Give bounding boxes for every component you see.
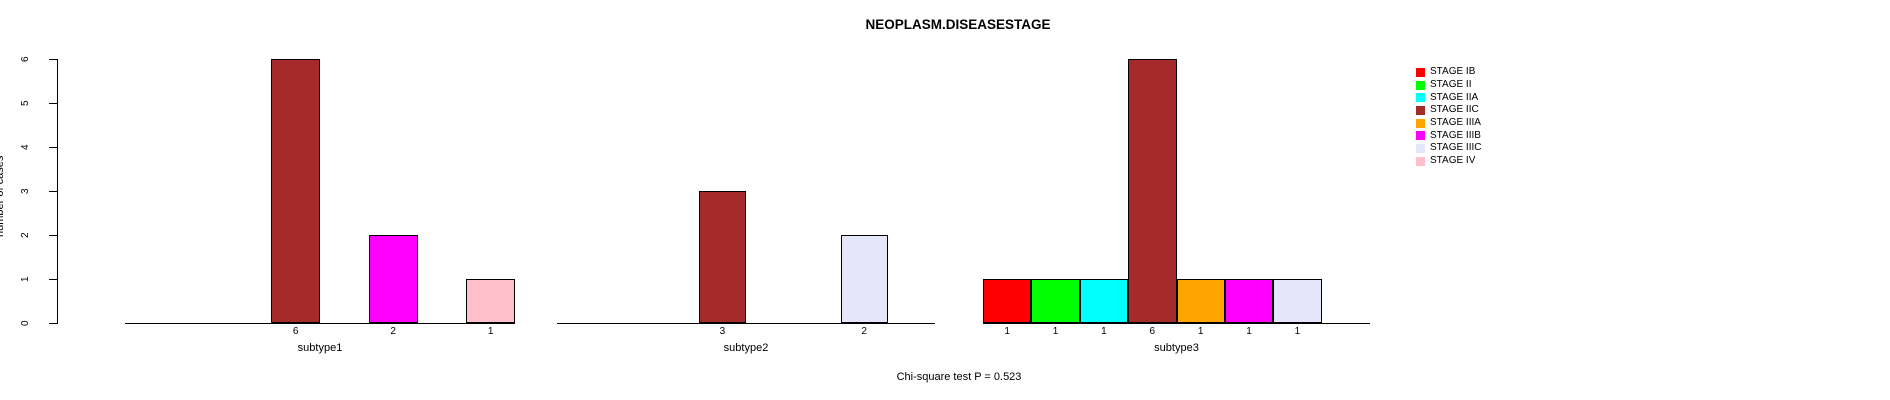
- bar-subtype3-stage-iiic: [1273, 279, 1322, 323]
- y-tick-label: 6: [20, 56, 31, 62]
- legend: STAGE IB STAGE II STAGE IIA STAGE IIC STAGE …: [1416, 66, 1482, 168]
- bar-value-label: 2: [861, 326, 867, 337]
- legend-item: STAGE IIIC: [1416, 142, 1482, 155]
- legend-label: STAGE IB: [1430, 66, 1476, 78]
- group-label-subtype2: subtype2: [723, 342, 769, 354]
- bar-value-label: 1: [1246, 326, 1252, 337]
- y-tick-label: 0: [20, 320, 31, 326]
- legend-item: STAGE II: [1416, 79, 1482, 92]
- legend-label: STAGE II: [1430, 79, 1472, 91]
- bar-subtype1-stage-iic: [271, 59, 320, 323]
- y-axis-tick: [49, 323, 57, 324]
- x-axis-line: [983, 323, 1370, 324]
- y-axis-tick: [49, 103, 57, 104]
- y-tick-label: 5: [20, 100, 31, 106]
- legend-item: STAGE IIA: [1416, 91, 1482, 104]
- bar-subtype3-stage-iia: [1079, 279, 1129, 323]
- legend-item: STAGE IV: [1416, 155, 1482, 168]
- legend-label: STAGE IIIC: [1430, 142, 1482, 154]
- y-axis-tick: [49, 191, 57, 192]
- y-axis-tick: [49, 147, 57, 148]
- legend-label: STAGE IIIB: [1430, 129, 1481, 141]
- x-axis-line: [557, 323, 935, 324]
- legend-label: STAGE IIIA: [1430, 117, 1481, 129]
- y-axis-tick: [49, 279, 57, 280]
- x-axis-line: [125, 323, 515, 324]
- bar-value-label: 2: [390, 326, 396, 337]
- legend-item: STAGE IIIA: [1416, 117, 1482, 130]
- group-label-subtype1: subtype1: [297, 342, 343, 354]
- bar-value-label: 1: [1294, 326, 1301, 337]
- chi-square-annotation: Chi-square test P = 0.523: [896, 371, 1022, 383]
- legend-item: STAGE IIIB: [1416, 129, 1482, 142]
- legend-swatch: [1416, 105, 1425, 115]
- legend-swatch: [1416, 131, 1425, 141]
- y-tick-label: 3: [20, 188, 31, 194]
- bar-subtype3-stage-ii: [1031, 279, 1080, 323]
- y-axis-tick: [49, 235, 57, 236]
- bar-value-label: 3: [719, 326, 726, 337]
- legend-label: STAGE IIC: [1430, 104, 1479, 116]
- bar-value-label: 6: [1149, 326, 1156, 337]
- legend-swatch: [1416, 80, 1425, 90]
- legend-swatch: [1416, 93, 1425, 103]
- legend-label: STAGE IV: [1430, 155, 1476, 167]
- bar-subtype3-stage-iiib: [1224, 279, 1274, 323]
- legend-swatch: [1416, 156, 1425, 166]
- legend-swatch: [1416, 143, 1425, 153]
- bar-value-label: 1: [1101, 326, 1107, 337]
- bar-subtype1-stage-iv: [466, 279, 515, 323]
- bar-subtype1-stage-iiib: [368, 235, 418, 323]
- bar-subtype2-stage-iiic: [840, 235, 888, 323]
- legend-item: STAGE IB: [1416, 66, 1482, 79]
- bar-value-label: 1: [1052, 326, 1059, 337]
- chart-title: NEOPLASM.DISEASESTAGE: [865, 17, 1051, 32]
- group-label-subtype3: subtype3: [1154, 342, 1199, 354]
- bar-subtype2-stage-iic: [698, 191, 746, 323]
- y-tick-label: 1: [20, 276, 31, 282]
- y-axis-label: number of cases: [0, 155, 6, 237]
- legend-swatch: [1416, 67, 1425, 77]
- y-axis-line: [57, 59, 58, 324]
- bar-subtype3-stage-iic: [1128, 59, 1177, 323]
- legend-item: STAGE IIC: [1416, 104, 1482, 117]
- y-axis-tick: [49, 59, 57, 60]
- bar-value-label: 1: [1004, 326, 1010, 337]
- bar-value-label: 6: [292, 326, 299, 337]
- legend-label: STAGE IIA: [1430, 91, 1479, 103]
- bar-value-label: 1: [1197, 326, 1204, 337]
- bar-value-label: 1: [487, 326, 494, 337]
- y-tick-label: 4: [20, 144, 31, 150]
- legend-swatch: [1416, 118, 1425, 128]
- bar-subtype3-stage-ib: [983, 279, 1032, 323]
- bar-subtype3-stage-iiia: [1176, 279, 1225, 323]
- y-tick-label: 2: [20, 232, 31, 238]
